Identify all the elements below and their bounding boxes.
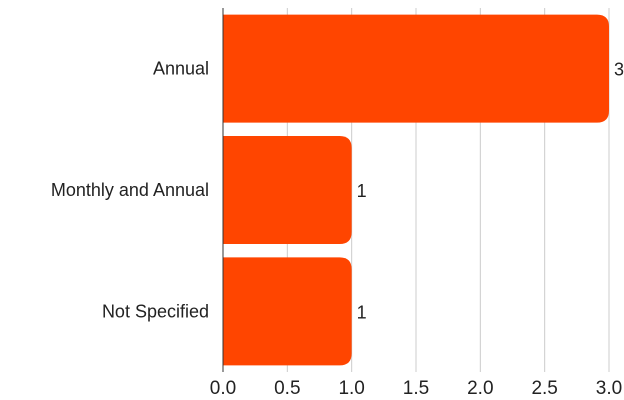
x-tick-label: 1.0 [338, 378, 364, 399]
data-label: 1 [357, 181, 367, 201]
data-labels: 3 1 1 [357, 60, 624, 323]
x-tick-label: 0.5 [274, 378, 300, 399]
category-label: Monthly and Annual [51, 180, 209, 200]
x-tick-label: 3.0 [596, 378, 622, 399]
x-tick-label: 0.0 [210, 378, 236, 399]
bar [223, 257, 352, 366]
x-tick-label: 2.5 [531, 378, 557, 399]
data-label: 3 [614, 60, 624, 80]
bar [223, 136, 352, 244]
category-label: Annual [153, 59, 209, 79]
category-label: Not Specified [102, 301, 209, 321]
bars [223, 14, 609, 366]
x-tick-labels: 0.0 0.5 1.0 1.5 2.0 2.5 3.0 [210, 378, 622, 399]
category-labels: Annual Monthly and Annual Not Specified [51, 59, 209, 322]
data-label: 1 [357, 302, 367, 322]
x-tick-label: 2.0 [467, 378, 493, 399]
x-tick-label: 1.5 [403, 378, 429, 399]
bar [223, 14, 609, 123]
